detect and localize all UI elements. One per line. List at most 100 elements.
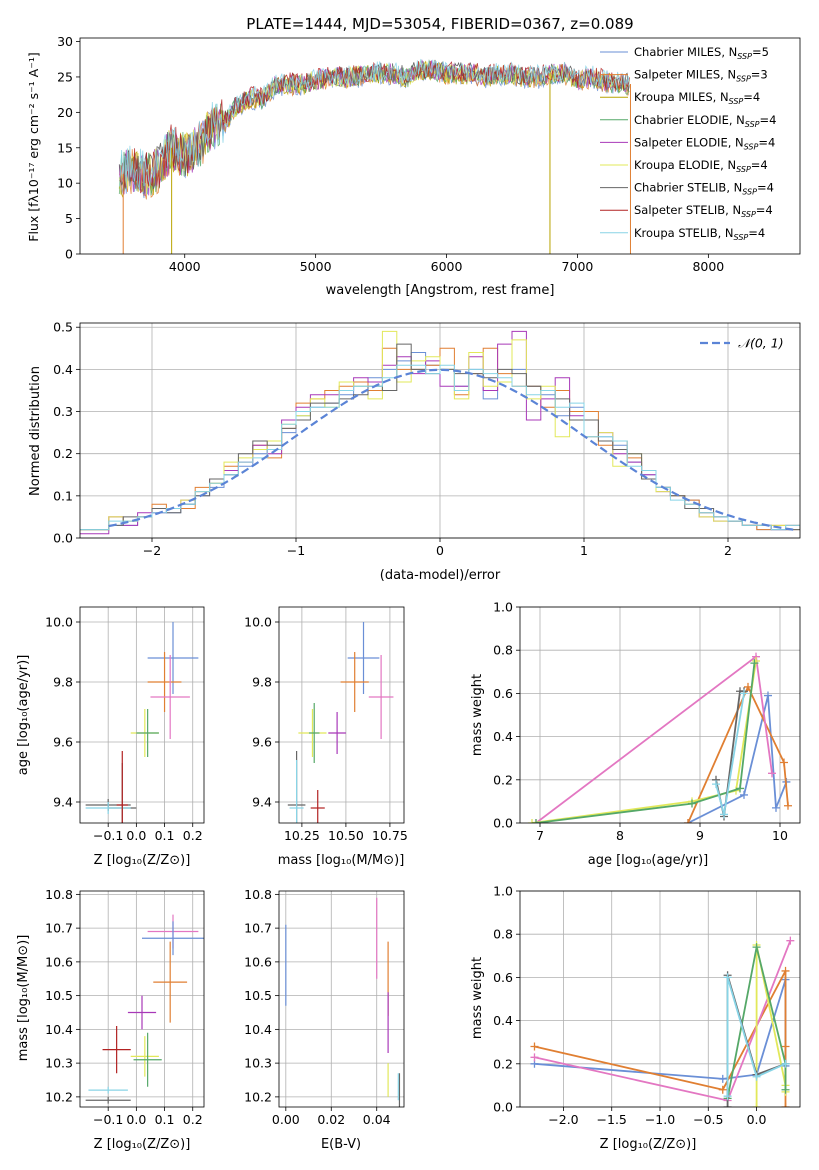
ageZ-errorbar: [116, 751, 128, 823]
ageZ-errorbar: [147, 652, 182, 712]
wAge-marker: [780, 758, 788, 767]
ageM-ytick-label: 9.8: [252, 675, 272, 690]
wZ-ytick-label: 0.6: [493, 970, 513, 985]
wZ-xtick-label: −0.5: [693, 1112, 723, 1127]
wAge-marker: [784, 801, 792, 810]
wZ-xtick-label: −1.5: [597, 1112, 627, 1127]
wZ-xtick-label: −2.0: [548, 1112, 578, 1127]
ageM-errorbar: [289, 760, 304, 823]
residuals-ytick-label: 0.4: [53, 362, 73, 377]
wZ-xtick-label: −1.0: [645, 1112, 675, 1127]
massE-ytick-label: 10.2: [244, 1089, 272, 1104]
wAge-ytick-label: 0.0: [493, 816, 513, 831]
ageZ-ylabel: age [log₁₀(age/yr)]: [16, 655, 31, 776]
ageM-xtick-label: 10.50: [328, 828, 364, 843]
wZ-xtick-label: 0.0: [747, 1112, 767, 1127]
ageM-errorbar: [310, 790, 325, 823]
spectrum-xtick-label: 6000: [431, 259, 463, 274]
massE-ytick-label: 10.6: [244, 954, 272, 969]
massE-xtick-label: 0.02: [317, 1112, 345, 1127]
massZ-errorbar: [85, 1096, 131, 1104]
spectrum-ytick-label: 0: [65, 247, 73, 262]
legend-entry: Salpeter ELODIE, NSSP=4: [634, 135, 775, 151]
wAge-ytick-label: 1.0: [493, 600, 513, 615]
massZ-ylabel: mass [log₁₀(M/M⊙)]: [16, 935, 31, 1062]
residuals-xtick-label: 0: [436, 543, 444, 558]
wZ-marker: [723, 1092, 732, 1101]
residuals-ytick-label: 0.1: [53, 488, 73, 503]
wZ-ytick-label: 1.0: [493, 884, 513, 899]
massZ-errorbar: [142, 921, 204, 956]
wZ-marker: [723, 973, 732, 982]
legend-entry: Chabrier MILES, NSSP=5: [634, 45, 769, 61]
wZ-marker: [781, 966, 790, 975]
massZ-frame: [79, 890, 205, 1108]
wAge-marker: [740, 790, 748, 799]
wZ-marker: [781, 1059, 790, 1068]
wAge-marker: [764, 691, 772, 700]
wZ-marker: [781, 1042, 790, 1051]
wAge-xlabel: age [log₁₀(age/yr)]: [588, 853, 709, 868]
wAge-marker: [684, 819, 692, 823]
ageZ-xtick-label: 0.0: [126, 828, 146, 843]
spectrum-line: [118, 58, 630, 190]
wZ-marker: [723, 1103, 732, 1107]
massZ-errorbar: [102, 1026, 131, 1074]
residuals-xtick-label: −2: [143, 543, 161, 558]
massZ-points: [85, 914, 204, 1104]
ageM-ytick-label: 9.4: [252, 795, 272, 810]
spectrum-ytick-label: 10: [57, 176, 73, 191]
ageZ-ytick-label: 9.6: [53, 735, 73, 750]
weight-vs-age-panel: age [log₁₀(age/yr)] mass weight 7 8 9 10 0.0…: [470, 600, 801, 868]
residuals-xtick-label: −1: [287, 543, 305, 558]
ageM-errorbar: [328, 712, 346, 754]
ageM-frame: [278, 606, 405, 824]
massE-ytick-label: 10.5: [244, 988, 272, 1003]
wAge-marker: [712, 780, 720, 789]
ageZ-ytick-label: 9.4: [53, 795, 73, 810]
wZ-lines: [530, 936, 795, 1107]
legend-entry: Chabrier STELIB, NSSP=4: [634, 181, 774, 197]
legend-entry: Kroupa ELODIE, NSSP=4: [634, 158, 768, 174]
spectrum-ytick-label: 5: [65, 211, 73, 226]
massZ-errorbar: [153, 941, 188, 1023]
massZ-xlabel: Z [log₁₀(Z/Z⊙)]: [94, 1137, 191, 1152]
spectrum-ytick-label: 25: [57, 69, 73, 84]
residuals-ytick-label: 0.5: [53, 320, 73, 335]
spectrum-title: PLATE=1444, MJD=53054, FIBERID=0367, z=0…: [246, 15, 633, 33]
wAge-lines: [528, 652, 792, 823]
residuals-panel: (data-model)/error Normed distribution −…: [28, 320, 801, 583]
ageZ-xtick-label: 0.2: [183, 828, 203, 843]
massE-ytick-label: 10.4: [244, 1022, 272, 1037]
residuals-ytick-label: 0.0: [53, 531, 73, 546]
wZ-marker: [752, 943, 761, 952]
massE-ytick-label: 10.7: [244, 921, 272, 936]
ageZ-errorbar: [136, 709, 159, 757]
legend-entry: Salpeter MILES, NSSP=3: [634, 68, 768, 84]
wAge-marker: [768, 769, 776, 778]
massZ-errorbar: [88, 1086, 128, 1094]
spectrum-ytick-label: 20: [57, 105, 73, 120]
wAge-marker: [750, 659, 759, 668]
ageZ-errorbar: [85, 802, 131, 814]
mass-vs-ebv-panel: E(B-V) 0.00 0.02 0.04 10.2 10.3 10.4 10.5 10.6 1…: [244, 887, 405, 1152]
massZ-ytick-label: 10.8: [45, 887, 73, 902]
ageZ-frame: [79, 606, 205, 824]
legend-entry: 𝒩(0, 1): [738, 336, 784, 351]
wAge-marker: [736, 784, 744, 793]
age-vs-Z-panel: Z [log₁₀(Z/Z⊙)] age [log₁₀(age/yr)] −0.1…: [16, 606, 205, 868]
residuals-xlabel: (data-model)/error: [380, 568, 501, 583]
ageZ-xtick-label: 0.1: [155, 828, 175, 843]
spectrum-xtick-label: 4000: [169, 259, 201, 274]
residuals-ytick-label: 0.3: [53, 404, 73, 419]
wAge-marker: [772, 803, 780, 812]
normal-curve: [108, 368, 798, 532]
wAge-ytick-label: 0.4: [493, 729, 513, 744]
massE-xtick-label: 0.00: [272, 1112, 300, 1127]
ageM-xtick-label: 10.25: [284, 828, 320, 843]
wZ-marker: [786, 936, 795, 945]
wZ-marker: [718, 1085, 727, 1094]
wZ-ytick-label: 0.0: [493, 1100, 513, 1115]
wZ-ylabel: mass weight: [470, 957, 485, 1039]
